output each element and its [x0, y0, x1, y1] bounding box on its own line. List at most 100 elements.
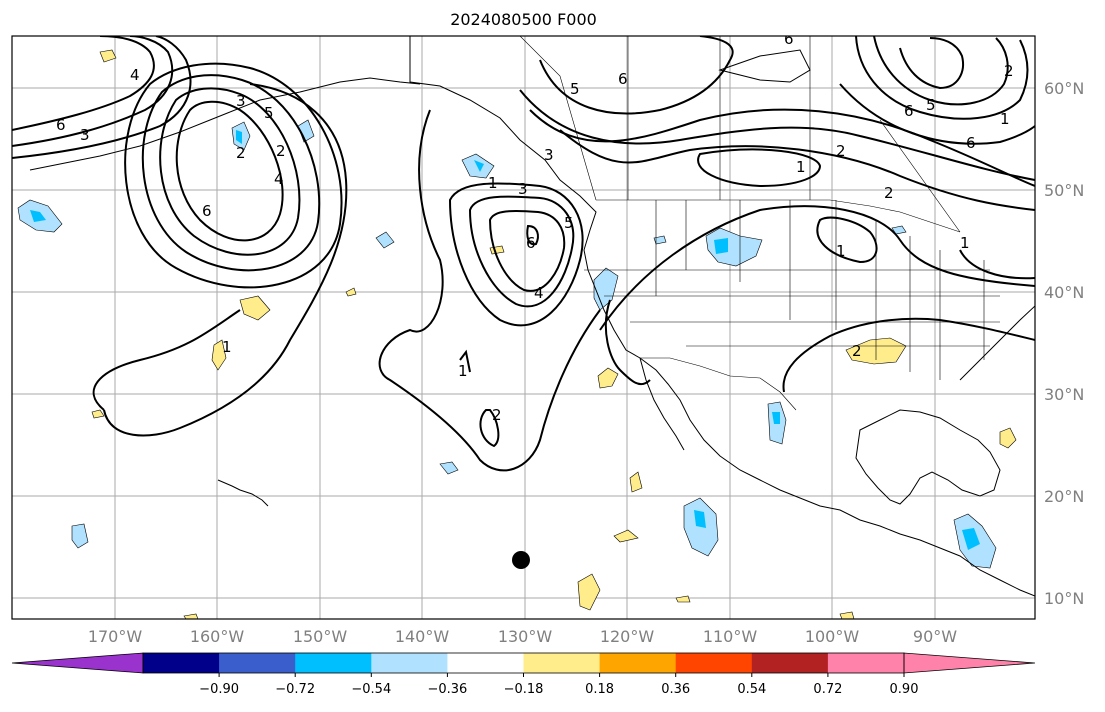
us-canada-border: [596, 199, 961, 233]
colorbar-bin: [751, 653, 829, 673]
anomaly-blob: [345, 287, 357, 297]
storm-position-marker: [512, 551, 530, 569]
alaska-yukon-border: [519, 36, 597, 201]
contour-label: 4: [274, 170, 284, 188]
colorbar-bin: [447, 653, 524, 673]
contour-label: 5: [564, 214, 574, 232]
gulf-of-mexico-coast: [855, 409, 1001, 505]
positive-anomaly-fills: [91, 49, 1017, 619]
anomaly-blob: [297, 119, 315, 143]
colorbar-ticks: −0.90 −0.72 −0.54 −0.36 −0.18 0.18 0.36 0.54 0.7…: [199, 673, 918, 697]
anomaly-core: [236, 130, 242, 144]
contour-line: [479, 409, 500, 448]
lat-label: 20°N: [1044, 487, 1084, 506]
anomaly-blob: [653, 235, 667, 245]
contour-label: 2: [1004, 62, 1014, 80]
us-mexico-border: [640, 357, 797, 411]
contour-label: 1: [796, 158, 806, 176]
colorbar-tick-label: −0.72: [275, 682, 315, 697]
contour-line: [92, 309, 241, 411]
lat-label: 40°N: [1044, 283, 1084, 302]
lat-label: 30°N: [1044, 385, 1084, 404]
colorbar-bin: [219, 653, 296, 673]
anomaly-blob: [705, 227, 763, 267]
anomaly-core: [30, 210, 46, 222]
colorbar-bins: [143, 653, 905, 673]
colorbar-bin: [827, 653, 905, 673]
lon-label: 90°W: [913, 627, 957, 646]
colorbar-under-arrow: [11, 652, 144, 674]
anomaly-core: [694, 510, 706, 528]
contour-label: 5: [264, 104, 274, 122]
contour-label: 4: [130, 66, 140, 84]
anomaly-blob: [71, 523, 89, 549]
contour-line: [855, 36, 1029, 120]
colorbar: −0.90 −0.72 −0.54 −0.36 −0.18 0.18 0.36 0.54 0.7…: [11, 652, 1036, 697]
contour-label: 3: [80, 126, 90, 144]
contour-line: [559, 129, 1035, 211]
colorbar-tick-label: 0.18: [585, 682, 614, 697]
contour-label: 6: [202, 202, 212, 220]
contour-line: [873, 36, 1009, 106]
colorbar-tick-label: −0.90: [199, 682, 239, 697]
contour-line: [816, 216, 878, 264]
contour-label: 3: [518, 180, 528, 198]
anomaly-blob: [439, 461, 459, 475]
contour-label: 1: [458, 362, 468, 380]
coastlines: [29, 36, 1035, 597]
colorbar-tick-label: −0.36: [427, 682, 467, 697]
hawaiian-islands: [217, 479, 269, 507]
colorbar-tick-label: 0.72: [813, 682, 842, 697]
lon-label: 120°W: [600, 627, 655, 646]
colorbar-over-arrow: [903, 652, 1036, 674]
lat-label: 50°N: [1044, 181, 1084, 200]
alaska-coast: [229, 77, 421, 113]
contour-line: [899, 37, 964, 90]
contour-line: [782, 317, 1035, 393]
contour-label: 5: [570, 80, 580, 98]
lon-label: 170°W: [88, 627, 143, 646]
contour-line: [124, 62, 343, 289]
contour-line: [159, 87, 301, 256]
anomaly-blob: [183, 613, 199, 619]
contour-label: 6: [56, 116, 66, 134]
aleutian-chain: [29, 111, 231, 171]
lon-label: 140°W: [395, 627, 450, 646]
anomaly-core: [714, 238, 728, 254]
contour-line: [378, 109, 601, 472]
lat-label: 10°N: [1044, 589, 1084, 608]
anomaly-blob: [239, 295, 271, 321]
contour-line: [103, 83, 348, 437]
contour-label: 1: [836, 242, 846, 260]
anomaly-blob: [629, 471, 643, 493]
colorbar-bin: [143, 653, 220, 673]
colorbar-tick-label: 0.90: [890, 682, 919, 697]
anomaly-blob: [375, 231, 395, 249]
contour-label: 3: [544, 146, 554, 164]
contour-line: [519, 89, 1035, 181]
anomaly-blob: [597, 367, 619, 389]
strong-negative-cores: [30, 130, 980, 550]
contour-line: [175, 100, 284, 242]
anomaly-blob: [613, 529, 639, 543]
contour-label: 6: [966, 134, 976, 152]
anomaly-blob: [91, 409, 105, 419]
contour-line: [959, 249, 1035, 280]
contour-label: 2: [236, 144, 246, 162]
state-borders-meridional: [655, 200, 985, 380]
colorbar-tick-label: −0.54: [351, 682, 391, 697]
contour-line: [529, 108, 1035, 187]
contour-line: [141, 74, 321, 272]
contour-label: 4: [534, 284, 544, 302]
anomaly-core: [962, 528, 980, 550]
anomaly-blob: [999, 427, 1017, 449]
contour-line: [12, 36, 192, 159]
contour-label: 1: [222, 338, 232, 356]
state-borders-zonal: [584, 269, 1000, 347]
contour-label: 3: [236, 92, 246, 110]
contour-label: 6: [904, 102, 914, 120]
contour-line: [12, 36, 174, 147]
contour-label: 6: [618, 70, 628, 88]
colorbar-bin: [295, 653, 372, 673]
